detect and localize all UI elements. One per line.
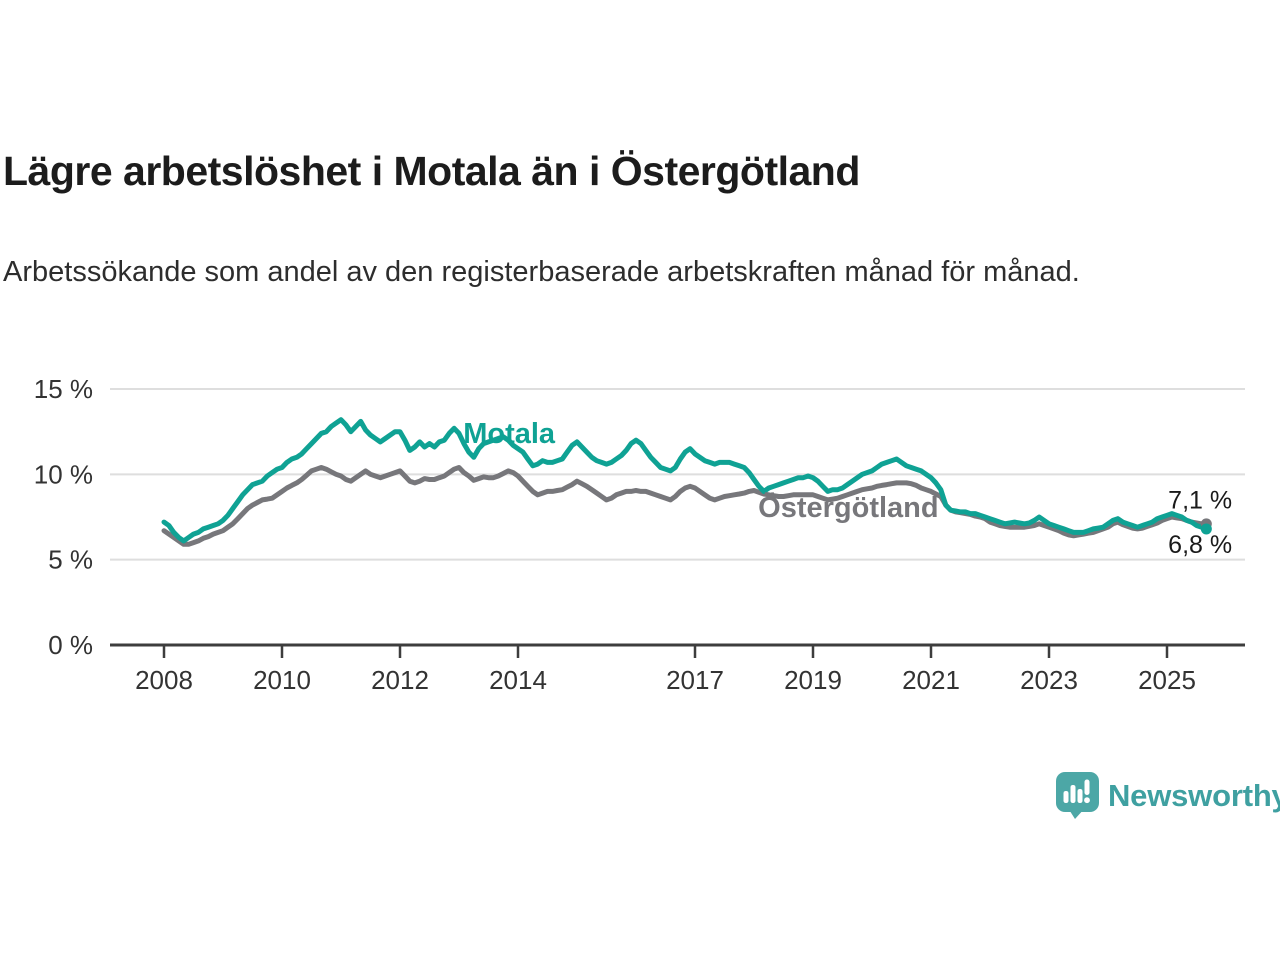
x-tick-label-2017: 2017 xyxy=(666,665,724,695)
newsworthy-branding: Newsworthy xyxy=(1056,772,1280,819)
x-tick-label-2010: 2010 xyxy=(253,665,311,695)
x-tick-label-2025: 2025 xyxy=(1138,665,1196,695)
x-tick-label-2008: 2008 xyxy=(135,665,193,695)
motala-end-dot xyxy=(1200,523,1212,535)
y-tick-label-10: 10 % xyxy=(34,459,93,489)
page-title: Lägre arbetslöshet i Motala än i Östergö… xyxy=(3,148,860,194)
y-tick-label-0: 0 % xyxy=(48,630,93,660)
x-tick-label-2021: 2021 xyxy=(902,665,960,695)
page-subtitle: Arbetssökande som andel av den registerb… xyxy=(3,256,1080,288)
x-tick-label-2014: 2014 xyxy=(489,665,547,695)
newsworthy-wordmark: Newsworthy xyxy=(1108,777,1280,813)
x-tick-label-2023: 2023 xyxy=(1020,665,1078,695)
motala-line xyxy=(161,417,1209,544)
ostergotland-end-value-label: 7,1 % xyxy=(1168,486,1232,514)
ostergotland-line-label: Östergötland xyxy=(758,491,938,524)
x-tick-label-2012: 2012 xyxy=(371,665,429,695)
motala-line-label: Motala xyxy=(463,418,556,450)
ostergotland-line xyxy=(161,465,1209,547)
x-tick-label-2019: 2019 xyxy=(784,665,842,695)
newsworthy-logo-icon xyxy=(1056,772,1099,819)
motala-end-value-label: 6,8 % xyxy=(1168,531,1232,559)
y-tick-label-15: 15 % xyxy=(34,374,93,404)
y-tick-label-5: 5 % xyxy=(48,545,93,575)
